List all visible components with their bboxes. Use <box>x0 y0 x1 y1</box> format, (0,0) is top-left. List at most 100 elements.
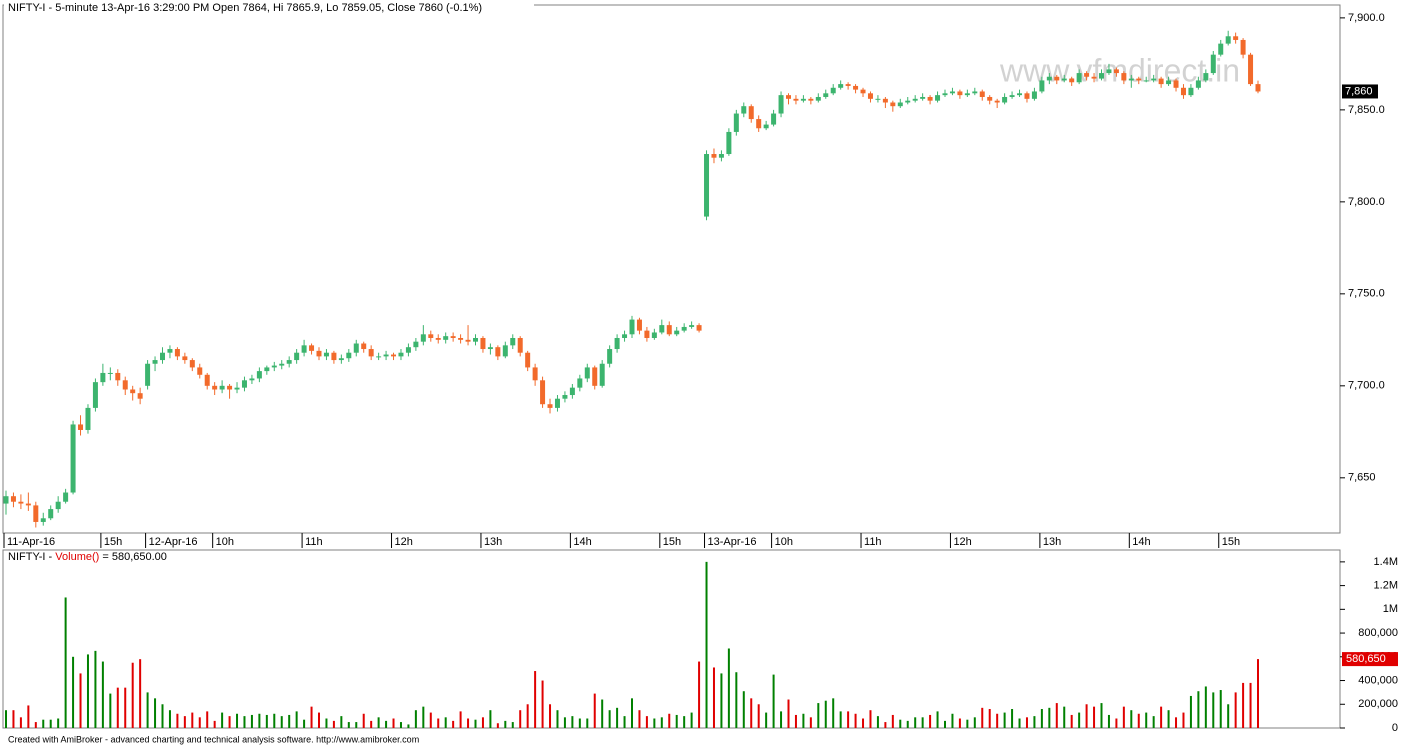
candle-body <box>301 345 307 353</box>
volume-bar <box>273 713 276 728</box>
candle-body <box>145 363 151 386</box>
y-tick-label: 1.4M <box>1374 556 1398 568</box>
volume-bar <box>616 707 619 728</box>
candle-body <box>778 95 784 114</box>
volume-bar <box>824 700 827 728</box>
candle-body <box>1061 78 1067 81</box>
candle-body <box>286 360 292 364</box>
candle-body <box>1233 36 1239 40</box>
volume-bar <box>1048 707 1051 728</box>
x-tick-label: 12h <box>953 536 971 548</box>
volume-bar <box>593 693 596 728</box>
candle-body <box>897 102 903 107</box>
volume-bar <box>839 711 842 728</box>
volume-pane <box>2 549 1341 729</box>
candle-body <box>964 93 970 96</box>
volume-bar <box>683 716 686 728</box>
candle-body <box>368 349 374 357</box>
volume-bar <box>809 717 812 728</box>
candle-body <box>569 387 575 396</box>
candle-body <box>1121 73 1127 81</box>
candle-body <box>607 349 613 364</box>
candle-body <box>845 84 851 86</box>
candle-body <box>622 334 628 338</box>
candle-body <box>860 89 866 94</box>
volume-bar <box>109 693 112 728</box>
candle-body <box>771 113 777 125</box>
candle-body <box>1255 84 1261 92</box>
footer: Created with AmiBroker - advanced charti… <box>8 734 419 744</box>
volume-bar <box>332 720 335 728</box>
volume-bar <box>996 713 999 728</box>
volume-bar <box>318 712 320 728</box>
volume-bar <box>146 692 149 728</box>
candle-body <box>853 85 859 90</box>
candle-body <box>1084 73 1090 77</box>
volume-bar <box>906 720 909 728</box>
volume-bar <box>571 716 574 728</box>
volume-bar <box>1078 712 1081 728</box>
candle-body <box>599 363 605 386</box>
volume-bar <box>124 687 127 728</box>
candle-body <box>830 87 836 94</box>
volume-bar <box>176 713 179 728</box>
candle-body <box>1240 39 1246 55</box>
volume-bar <box>1033 716 1036 728</box>
y-tick-label: 0 <box>1392 722 1398 734</box>
volume-bar <box>951 713 954 728</box>
volume-bar <box>27 705 30 728</box>
candle-body <box>629 319 635 335</box>
volume-bar <box>422 706 425 728</box>
candle-body <box>115 372 121 381</box>
volume-bar <box>72 656 75 728</box>
volume-bar <box>876 716 879 728</box>
candle-body <box>636 319 642 331</box>
volume-bar <box>1100 703 1103 728</box>
x-tick-label: 11-Apr-16 <box>7 536 55 548</box>
x-tick-label: 10h <box>216 536 234 548</box>
volume-bar <box>802 713 805 728</box>
volume-bar <box>101 661 104 728</box>
candle-body <box>540 380 546 405</box>
candle-body <box>160 352 165 361</box>
candle-body <box>800 98 806 101</box>
candle-body <box>1076 73 1082 83</box>
volume-bar <box>191 712 194 728</box>
candle-body <box>1248 54 1254 85</box>
volume-bar <box>884 722 887 728</box>
volume-bar <box>1145 712 1148 728</box>
candle-body <box>867 93 873 99</box>
candle-body <box>122 380 128 390</box>
volume-title-function: Volume() <box>55 551 99 563</box>
candle-body <box>70 424 76 493</box>
candle-body <box>808 98 814 101</box>
candle-body <box>264 367 270 372</box>
volume-bar <box>944 720 946 728</box>
volume-bar <box>973 717 976 728</box>
candle-body <box>644 330 650 338</box>
volume-bar <box>504 720 507 728</box>
volume-bar <box>511 722 514 728</box>
candle-body <box>55 501 61 510</box>
candle-body <box>972 91 978 94</box>
candle-body <box>547 404 553 408</box>
volume-bar <box>563 717 566 728</box>
candle-body <box>681 326 687 331</box>
volume-bar <box>1011 709 1014 728</box>
volume-bar <box>1122 706 1125 728</box>
volume-bar <box>399 722 402 728</box>
volume-bar <box>541 680 544 728</box>
candle-body <box>696 325 702 331</box>
volume-bar <box>288 714 291 728</box>
candle-body <box>398 352 404 357</box>
candle-body <box>912 98 918 101</box>
volume-bar <box>467 718 470 728</box>
candle-body <box>718 154 724 158</box>
candle-body <box>666 325 672 335</box>
candle-body <box>480 337 486 350</box>
volume-bar <box>79 673 82 728</box>
volume-bar <box>198 717 201 728</box>
volume-bar <box>414 710 417 728</box>
volume-bar <box>526 704 529 728</box>
